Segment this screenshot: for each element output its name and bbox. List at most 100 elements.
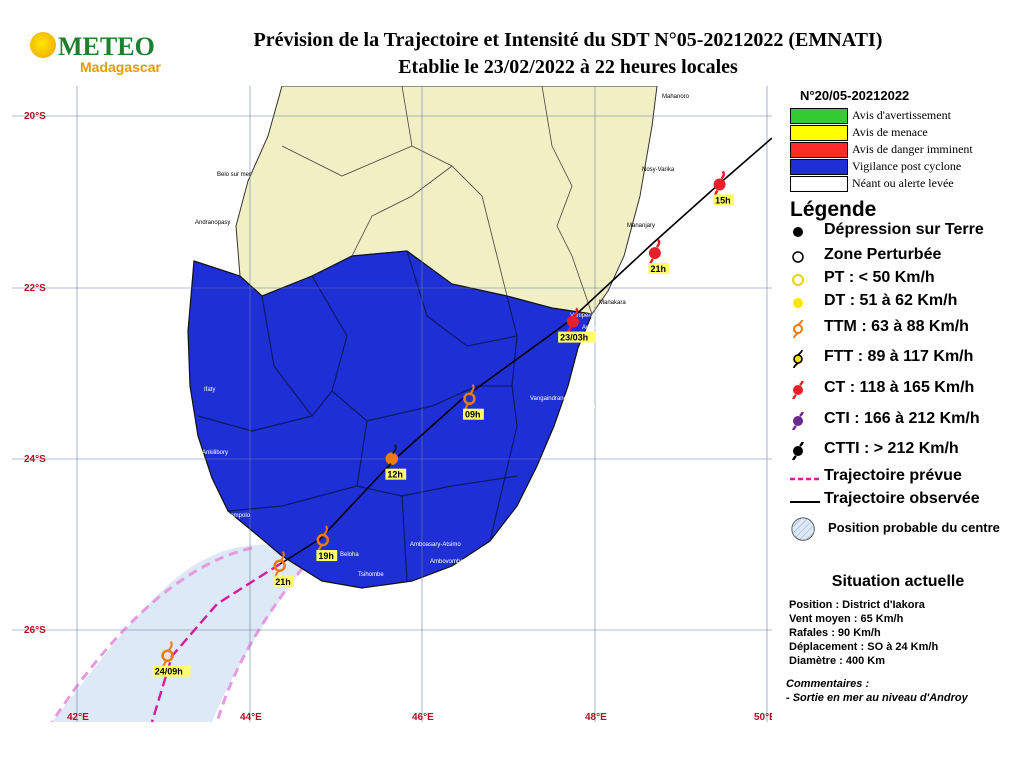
town-label: Amboasary-Atsimo: [410, 542, 461, 548]
track-label-background: [463, 408, 484, 420]
title-line-1: Prévision de la Trajectoire et Intensité…: [253, 29, 883, 51]
town-label: Tsihombe: [358, 572, 384, 578]
legend-label: FTT : 89 à 117 Km/h: [824, 348, 974, 365]
town-label: Beloha: [340, 552, 359, 558]
legend-title: Légende: [790, 198, 877, 221]
track-time-label: 21h: [275, 577, 291, 587]
town-labels: Mahanoro Nosy-Varika Mananjary Manakara …: [195, 94, 690, 578]
track-time-label: 24/09h: [155, 667, 183, 677]
lon-label: 46°E: [412, 712, 434, 722]
legend-label: Position probable du centre: [828, 520, 1000, 535]
track-time-label: 23/03h: [560, 333, 588, 343]
cone-edge-east: [215, 555, 314, 722]
track-marker: 24/09h: [152, 640, 191, 677]
legend-label: Trajectoire observée: [824, 490, 980, 507]
alert-color-swatch: [790, 108, 848, 124]
forecast-track-line: [150, 562, 281, 722]
track-markers: 15h 21h 23/03h 09h 12h 19h 21h 24/09h: [152, 170, 734, 677]
town-label: Ampasivelo: [582, 325, 614, 331]
town-label: Belo sur mer: [217, 172, 251, 178]
sun-logo-icon: [30, 32, 56, 58]
situation-title: Situation actuelle: [831, 573, 965, 590]
lat-label: 26°S: [24, 625, 46, 636]
meteo-madagascar-logo: METEO Madagascar: [24, 28, 164, 78]
cone-edge-west: [50, 546, 253, 722]
title-line-2: Etablie le 23/02/2022 à 22 heures locale…: [398, 56, 738, 78]
lon-label: 50°E: [754, 712, 772, 722]
legend-label: DT : 51 à 62 Km/h: [824, 292, 958, 309]
track-label-background: [316, 550, 338, 562]
forecast-map: 20°S 22°S 24°S 26°S 42°E 44°E 46°E 48°E …: [12, 86, 772, 722]
town-label: Ankilibory: [202, 450, 228, 456]
alert-level-label: Avis de danger imminent: [852, 142, 973, 156]
alert-color-swatch: [790, 159, 848, 175]
track-time-label: 12h: [387, 470, 403, 480]
town-label: Vohipeno: [570, 313, 596, 319]
purple-cyclone-icon: [792, 412, 804, 430]
track-label-background: [152, 665, 191, 677]
black-cyclone-icon: [792, 442, 804, 460]
legend-label: CTI : 166 à 212 Km/h: [824, 410, 980, 427]
town-label: Mahanoro: [662, 94, 690, 100]
hatched-circle-icon: [791, 517, 815, 541]
town-label: Farafangana: [595, 359, 630, 365]
hollow-yellow-circle-icon: [792, 274, 804, 286]
comment-title: Commentaires :: [786, 678, 870, 690]
track-marker: 23/03h: [558, 307, 596, 343]
legend-label: Dépression sur Terre: [824, 221, 984, 238]
alert-level-label: Néant ou alerte levée: [852, 176, 954, 190]
solid-black-line-icon: [790, 501, 820, 503]
province-boundaries-north: [281, 86, 593, 315]
page-title: Prévision de la Trajectoire et Intensité…: [168, 27, 968, 81]
town-label: Ifaty: [204, 387, 215, 393]
logo-text-bottom: Madagascar: [80, 59, 161, 75]
alert-color-swatch: [790, 125, 848, 141]
track-marker: 21h: [648, 239, 670, 275]
legend-label: Zone Perturbée: [824, 246, 942, 263]
town-label: Ampatsinakoho: [567, 404, 609, 410]
lon-label: 42°E: [67, 712, 89, 722]
track-marker: 19h: [316, 525, 338, 562]
alert-color-swatch: [790, 142, 848, 158]
hollow-circle-icon: [792, 251, 804, 263]
legend-label: TTM : 63 à 88 Km/h: [824, 318, 969, 335]
lat-label: 20°S: [24, 111, 46, 122]
track-label-background: [385, 468, 407, 480]
orange-storm-icon: [792, 320, 804, 338]
comment-text: - Sortie en mer au niveau d'Androy: [786, 692, 968, 704]
graticule: [12, 86, 772, 722]
track-time-label: 15h: [715, 196, 731, 206]
track-label-background: [648, 263, 670, 275]
situation-line: Vent moyen : 65 Km/h: [789, 613, 904, 625]
observed-track-line: [279, 137, 772, 565]
legend-label: CTTI : > 212 Km/h: [824, 440, 959, 457]
track-time-label: 21h: [650, 264, 666, 274]
town-label: Ambovombe: [430, 559, 464, 565]
logo-text-top: METEO: [58, 32, 155, 61]
latitude-labels: 20°S 22°S 24°S 26°S: [24, 111, 46, 636]
alert-level-label: Avis d'avertissement: [852, 108, 951, 122]
town-label: Nosy-Varika: [642, 167, 675, 173]
lon-label: 44°E: [240, 712, 262, 722]
track-marker: 21h: [273, 551, 295, 587]
lat-label: 22°S: [24, 283, 46, 294]
track-marker: 09h: [463, 383, 484, 420]
alert-level-label: Avis de menace: [852, 125, 928, 139]
lon-label: 48°E: [585, 712, 607, 722]
town-label: Vangaindrano: [530, 396, 568, 402]
map-canvas: 20°S 22°S 24°S 26°S 42°E 44°E 46°E 48°E …: [12, 86, 772, 722]
town-label: Andranopasy: [195, 220, 230, 226]
track-label-background: [273, 575, 295, 587]
situation-line: Position : District d'Iakora: [789, 599, 925, 611]
filled-yellow-dot-icon: [793, 298, 803, 308]
bulletin-number: N°20/05-20212022: [800, 88, 910, 103]
track-time-label: 09h: [465, 410, 481, 420]
alert-level-label: Vigilance post cyclone: [852, 159, 962, 173]
lat-label: 24°S: [24, 454, 46, 465]
longitude-labels: 42°E 44°E 46°E 48°E 50°E: [67, 712, 772, 722]
legend-label: CT : 118 à 165 Km/h: [824, 379, 975, 396]
legend-label: PT : < 50 Km/h: [824, 269, 935, 286]
red-cyclone-icon: [792, 381, 804, 399]
black-storm-icon: [792, 350, 804, 368]
track-label-background: [713, 194, 734, 206]
